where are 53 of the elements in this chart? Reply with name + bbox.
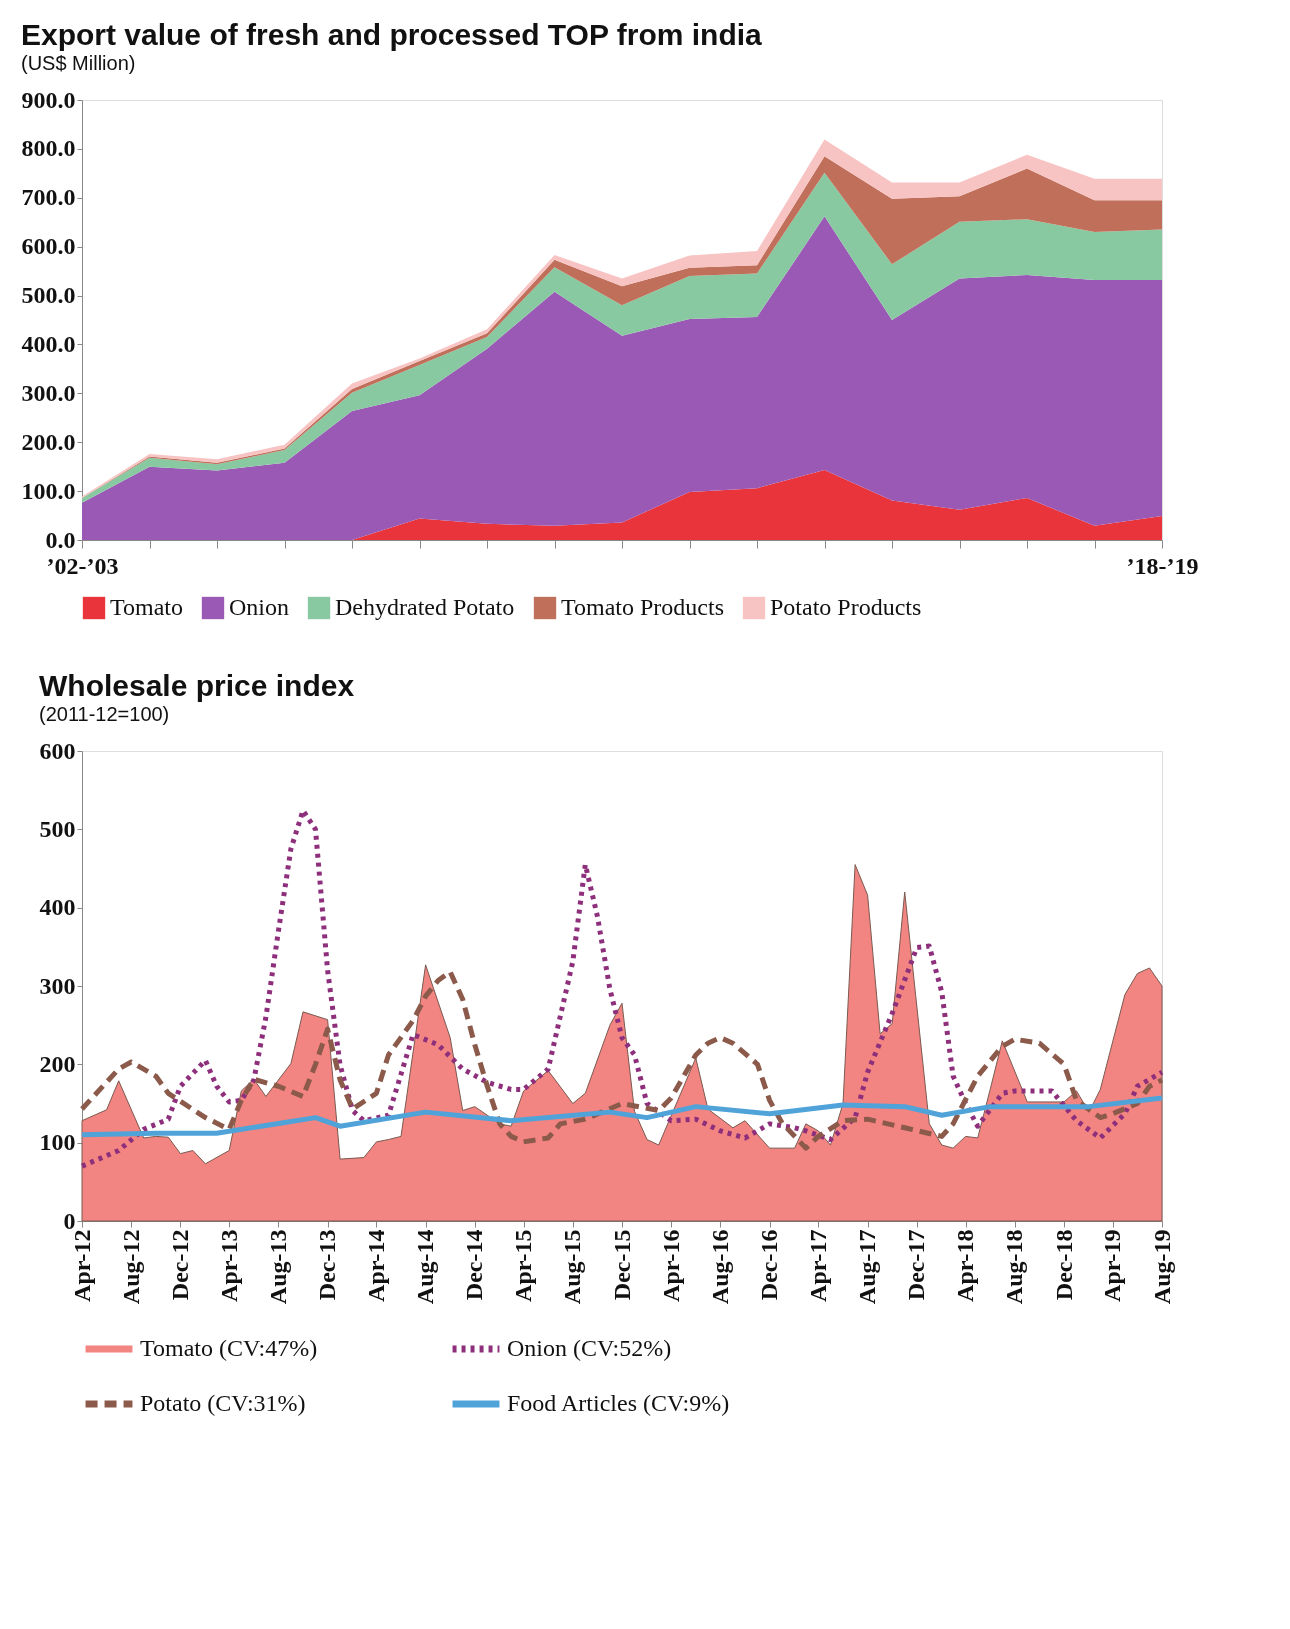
x-tick-label: Aug-15 [559, 1229, 586, 1305]
x-tick-label: Apr-13 [215, 1229, 242, 1302]
legend-label: Potato Products [770, 594, 922, 620]
y-tick-label: 300 [39, 972, 76, 999]
x-tick-label: Aug-16 [706, 1229, 733, 1305]
x-tick-label: Dec-13 [314, 1229, 341, 1301]
y-tick-label: 400.0 [21, 330, 76, 357]
legend-label: Potato (CV:31%) [140, 1390, 306, 1416]
chart-title: Export value of fresh and processed TOP from india [21, 18, 763, 51]
y-tick-label: 800.0 [21, 135, 76, 162]
y-tick-label: 400 [39, 894, 76, 921]
x-tick-label: Dec-14 [461, 1229, 488, 1301]
x-tick-label: ’18-’19 [1126, 552, 1199, 579]
x-tick-label: Apr-19 [1099, 1229, 1126, 1302]
x-tick-label: Dec-18 [1050, 1229, 1077, 1301]
y-tick-label: 500 [39, 815, 76, 842]
x-tick-label: Apr-17 [804, 1229, 831, 1302]
y-tick-label: 200.0 [21, 428, 76, 455]
legend-label: Food Articles (CV:9%) [507, 1390, 730, 1416]
y-tick-label: 100.0 [21, 477, 76, 504]
y-tick-label: 0.0 [45, 526, 76, 553]
x-tick-label: Aug-19 [1148, 1229, 1175, 1305]
x-tick-label: Apr-18 [952, 1229, 979, 1302]
x-tick-label: Apr-15 [510, 1229, 537, 1302]
x-tick-label: Aug-14 [412, 1229, 439, 1305]
legend-label: Onion (CV:52%) [507, 1335, 672, 1361]
chart-subtitle: (2011-12=100) [39, 703, 170, 725]
x-tick-label: Dec-17 [903, 1229, 930, 1301]
x-tick-label: Aug-13 [264, 1229, 291, 1305]
y-tick-label: 600.0 [21, 233, 76, 260]
x-tick-label: Aug-12 [117, 1229, 144, 1305]
y-tick-label: 600 [39, 737, 76, 764]
x-tick-label: Apr-14 [362, 1229, 389, 1302]
x-tick-label: Dec-15 [608, 1229, 635, 1301]
chart-subtitle: (US$ Million) [21, 52, 136, 74]
legend-label: Tomato Products [561, 594, 724, 620]
y-tick-label: 500.0 [21, 282, 76, 309]
x-tick-label: Aug-17 [854, 1229, 881, 1305]
y-tick-label: 100 [39, 1129, 76, 1156]
y-tick-label: 900.0 [21, 86, 76, 113]
y-tick-label: 300.0 [21, 379, 76, 406]
legend-label: Tomato [110, 594, 183, 620]
chart-title: Wholesale price index [39, 669, 355, 702]
x-tick-label: Dec-16 [756, 1229, 783, 1301]
y-tick-label: 700.0 [21, 184, 76, 211]
x-tick-label: ’02-’03 [46, 552, 119, 579]
legend-label: Tomato (CV:47%) [140, 1335, 318, 1361]
x-tick-label: Apr-16 [657, 1229, 684, 1302]
y-tick-label: 200 [39, 1050, 76, 1077]
legend-label: Onion [229, 594, 289, 620]
legend-label: Dehydrated Potato [335, 594, 515, 620]
x-tick-label: Aug-18 [1001, 1229, 1028, 1305]
x-tick-label: Dec-12 [166, 1229, 193, 1301]
